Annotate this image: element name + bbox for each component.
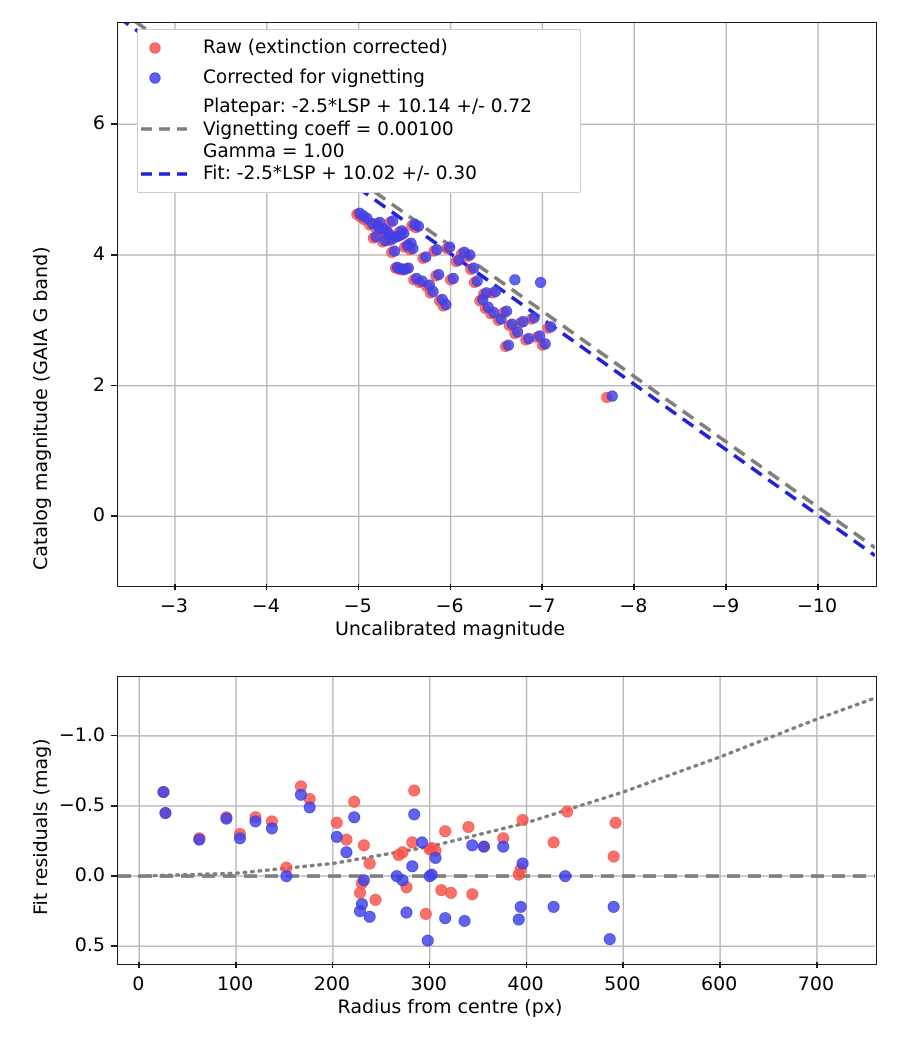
x-tick-mark [541, 584, 544, 590]
x-tick-label: 200 [313, 973, 351, 995]
x-tick-label: −9 [711, 595, 740, 617]
y-tick-mark [111, 875, 117, 877]
x-tick-label: −6 [435, 595, 464, 617]
y-tick-mark [111, 734, 117, 737]
legend-label-corrected: Corrected for vignetting [203, 67, 425, 88]
x-tick-mark [725, 584, 727, 590]
legend-markers [141, 42, 187, 176]
x-tick-label: −3 [159, 595, 188, 617]
legend-platepar-line-1: Platepar: -2.5*LSP + 10.14 +/- 0.72 [203, 96, 532, 117]
x-tick-mark [633, 584, 635, 590]
x-tick-mark [357, 584, 360, 590]
legend-platepar-line-2: Vignetting coeff = 0.00100 [203, 118, 454, 140]
x-tick-mark [235, 962, 237, 968]
x-tick-mark [622, 962, 624, 968]
legend-label-fit: Fit: -2.5*LSP + 10.02 +/- 0.30 [203, 163, 477, 184]
y-axis-label-bottom: Fit residuals (mag) [30, 738, 52, 915]
y-tick-label: −1.0 [58, 723, 105, 746]
residuals-plot-axes [117, 676, 877, 965]
y-tick-mark [111, 804, 117, 807]
x-tick-label: 100 [216, 973, 254, 995]
y-tick-mark [111, 945, 117, 947]
x-tick-mark [525, 962, 528, 968]
y-tick-label: 0 [92, 504, 105, 527]
x-tick-label: −10 [796, 595, 838, 617]
x-tick-label: −8 [619, 595, 648, 617]
y-tick-mark [111, 515, 117, 517]
x-tick-mark [331, 962, 334, 968]
y-tick-label: 0.0 [74, 864, 105, 887]
x-tick-mark [265, 584, 268, 590]
x-tick-mark [138, 962, 140, 968]
x-tick-label: 400 [507, 973, 544, 995]
x-tick-mark [428, 962, 431, 968]
x-tick-label: 500 [604, 973, 641, 995]
y-tick-mark [111, 123, 117, 125]
x-tick-mark [719, 962, 721, 968]
x-tick-label: 0 [132, 973, 145, 995]
residuals-plot-canvas [118, 677, 875, 963]
x-tick-mark [173, 584, 176, 590]
x-tick-label: 700 [797, 973, 835, 995]
x-axis-label-bottom: Radius from centre (px) [337, 996, 563, 1018]
y-tick-label: 6 [92, 112, 105, 135]
x-tick-label: −5 [343, 595, 372, 617]
x-tick-label: −4 [251, 595, 280, 617]
y-tick-mark [111, 253, 117, 256]
y-tick-mark [111, 384, 117, 387]
y-axis-label-top: Catalog magnitude (GAIA G band) [30, 246, 52, 570]
x-tick-label: 600 [700, 973, 738, 995]
legend-label-platepar: Platepar: -2.5*LSP + 10.14 +/- 0.72 Vign… [203, 96, 532, 164]
legend-box [137, 29, 581, 193]
x-tick-mark [449, 584, 452, 590]
y-tick-label: 0.5 [74, 934, 105, 957]
y-tick-label: 4 [92, 242, 105, 265]
x-tick-label: −7 [527, 595, 556, 617]
x-tick-mark [815, 962, 818, 968]
legend-label-raw: Raw (extinction corrected) [203, 37, 448, 58]
x-tick-label: 300 [410, 973, 447, 995]
x-axis-label-top: Uncalibrated magnitude [334, 618, 566, 640]
x-tick-mark [817, 584, 819, 590]
y-tick-label: 2 [92, 373, 105, 396]
y-tick-label: −0.5 [58, 793, 105, 816]
legend-platepar-line-3: Gamma = 1.00 [203, 141, 345, 163]
